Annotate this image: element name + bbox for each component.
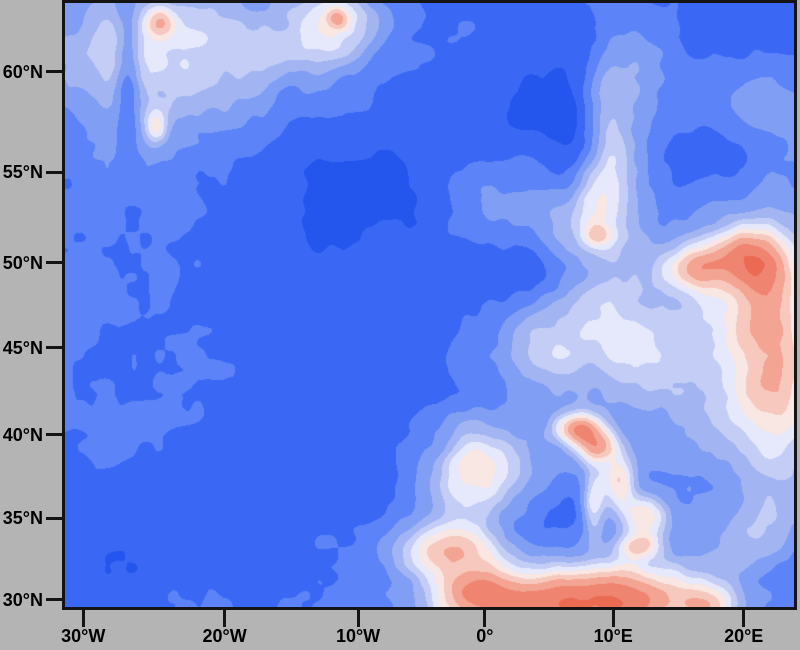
lat-label-45n: 45°N [2,337,43,358]
lat-label-30n: 30°N [2,589,43,610]
lat-tick-40n [46,433,63,437]
lat-label-40n: 40°N [2,424,43,445]
lon-tick-20w [223,610,227,627]
lon-tick-20e [742,610,746,627]
lon-tick-0 [483,610,487,627]
lon-tick-10e [611,610,615,627]
plot-area [62,0,797,610]
lat-tick-30n [46,598,63,602]
lon-tick-10w [356,610,360,627]
lon-tick-30w [81,610,85,627]
lat-tick-60n [46,70,63,74]
lon-label-20e: 20°E [724,626,764,646]
lat-tick-35n [46,516,63,520]
lon-label-30w: 30°W [61,626,106,646]
lon-label-0: 0° [476,626,494,646]
lat-tick-55n [46,170,63,174]
lon-label-10w: 10°W [335,626,381,646]
lon-label-20w: 20°W [202,626,247,646]
lon-label-10e: 10°E [593,626,633,646]
lat-tick-45n [46,346,63,350]
field-raster [65,3,794,607]
lat-tick-50n [46,261,63,265]
lat-label-60n: 60°N [2,61,43,82]
lat-label-55n: 55°N [2,162,43,183]
lat-label-35n: 35°N [2,508,43,529]
lat-label-50n: 50°N [2,252,43,273]
